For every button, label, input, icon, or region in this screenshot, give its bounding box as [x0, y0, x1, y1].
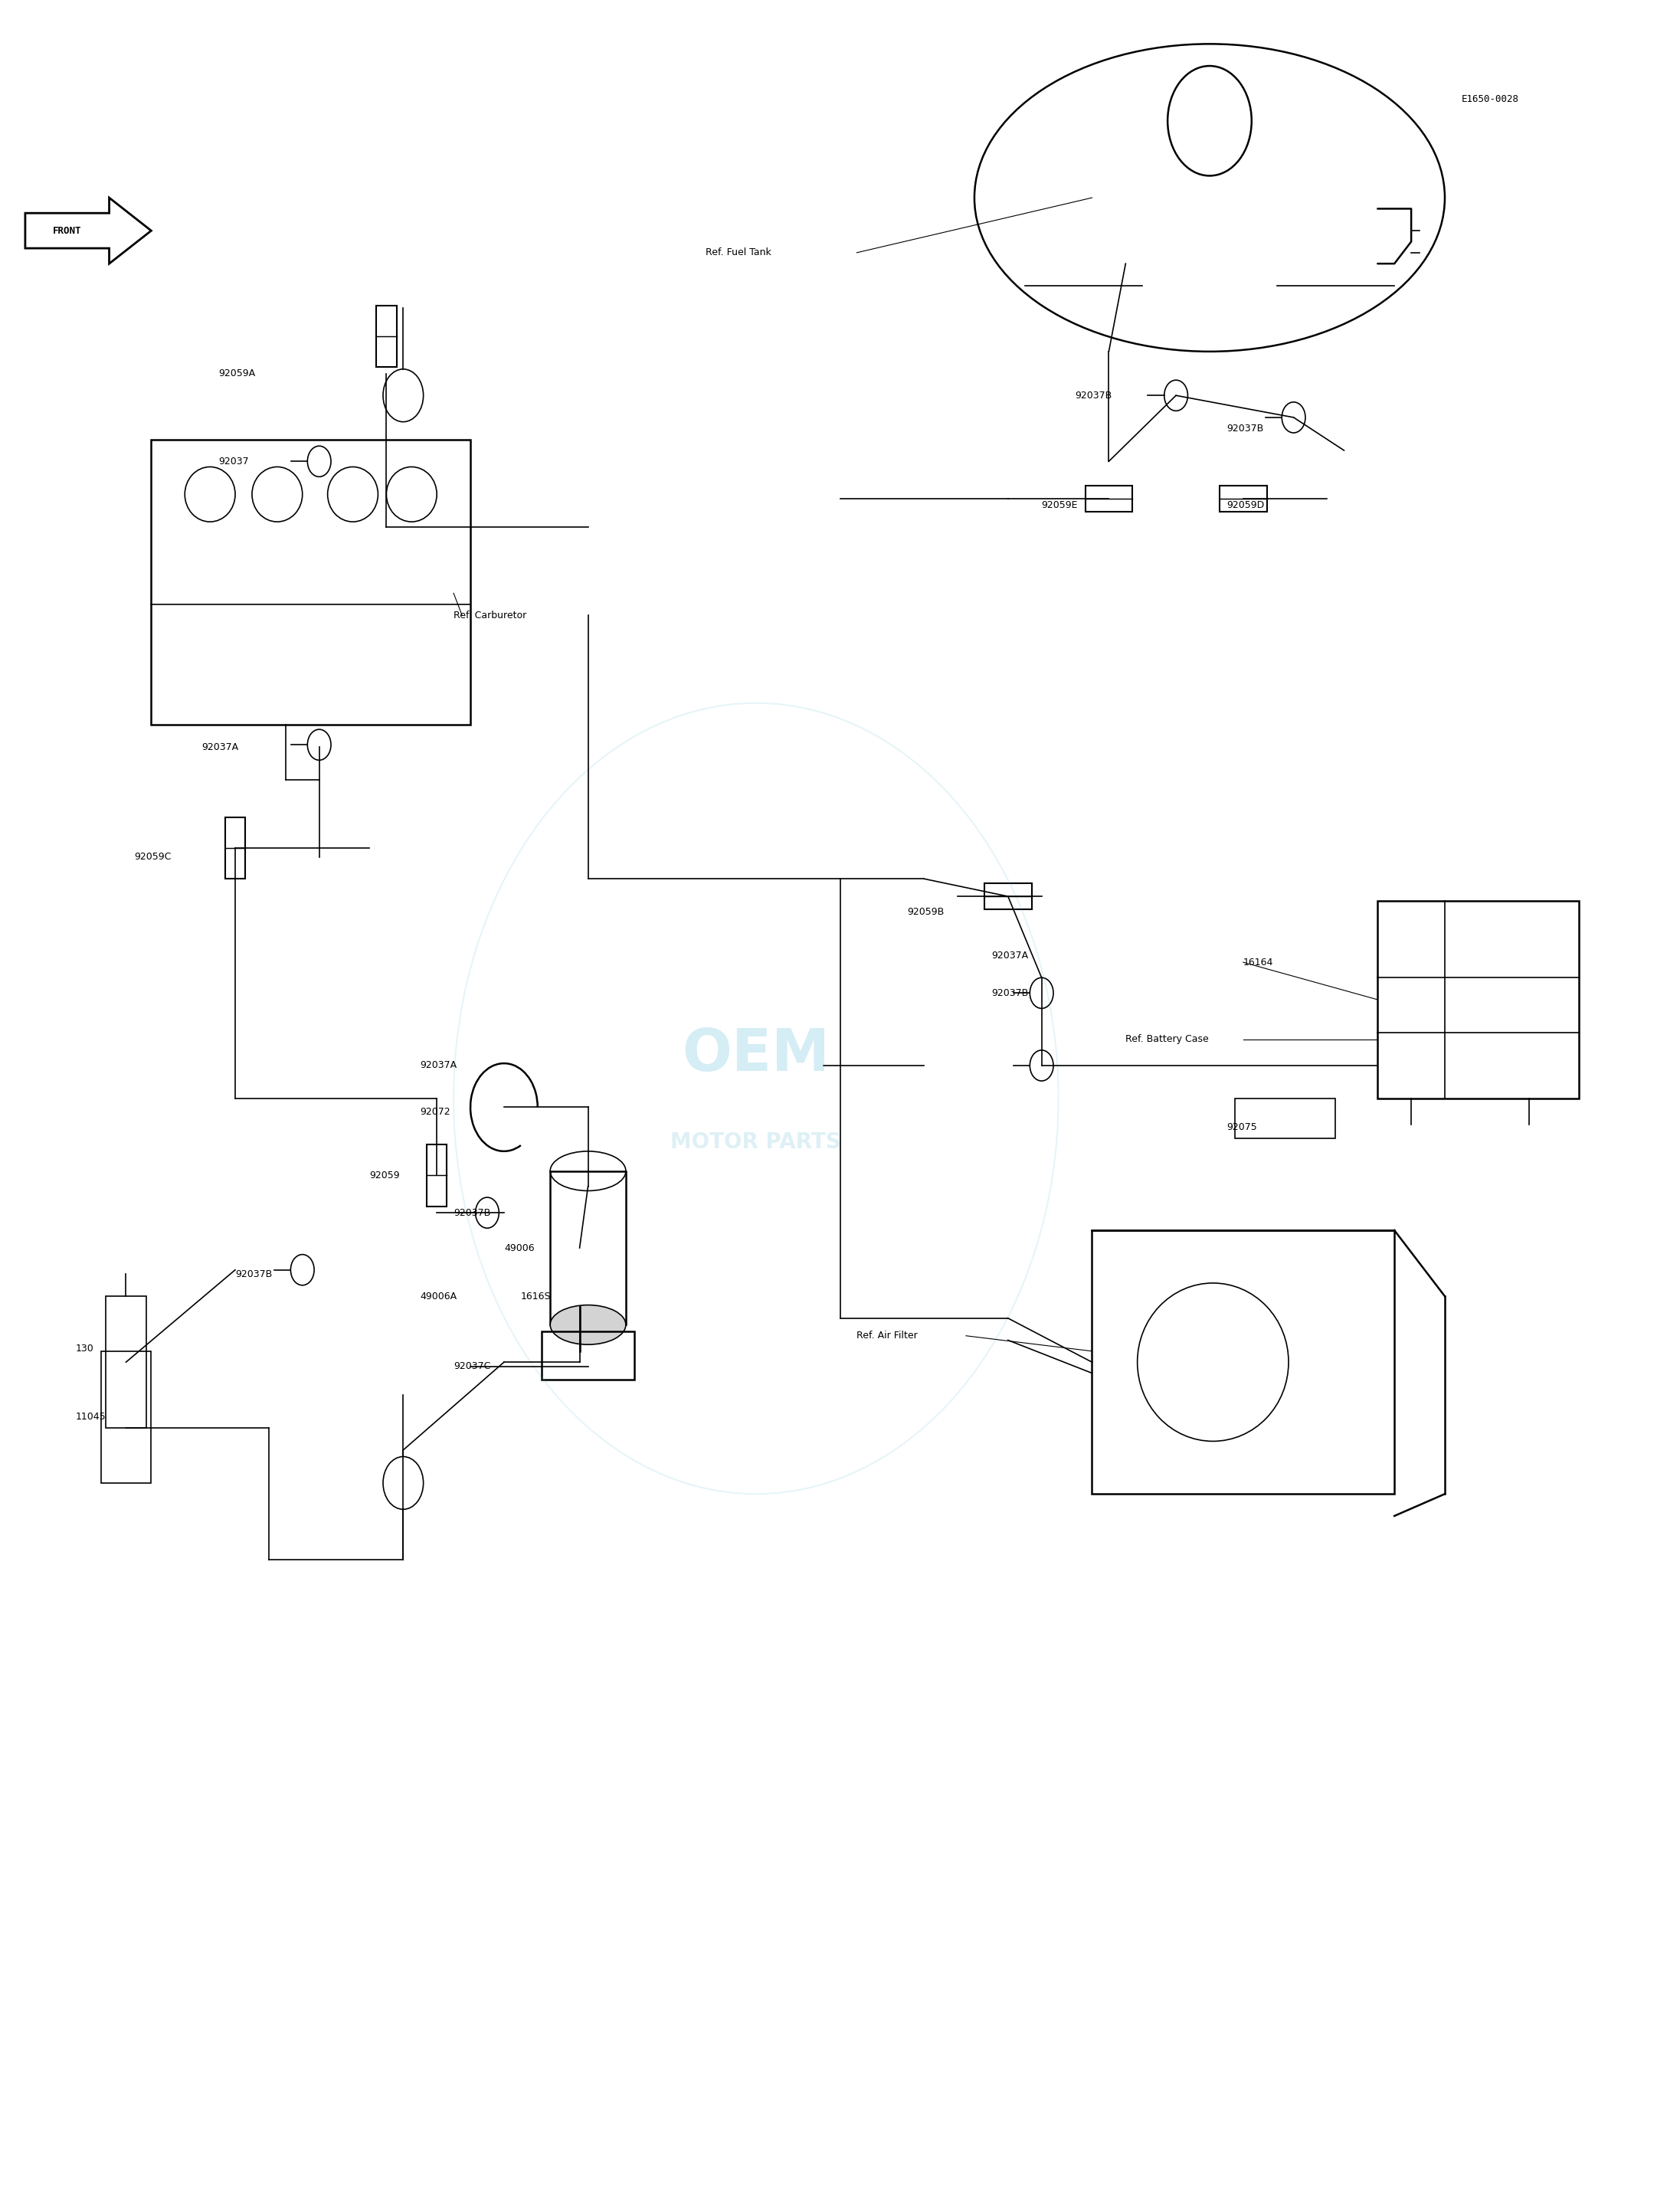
Text: 92037C: 92037C	[454, 1362, 491, 1371]
Text: MOTOR PARTS: MOTOR PARTS	[670, 1131, 842, 1153]
Text: 1616S: 1616S	[521, 1292, 551, 1301]
Text: 92059D: 92059D	[1226, 501, 1263, 510]
Text: 92059A: 92059A	[218, 369, 255, 378]
Text: 92037: 92037	[218, 457, 249, 466]
Text: 11045: 11045	[76, 1413, 106, 1421]
Text: 92037B: 92037B	[1075, 391, 1112, 400]
Text: Ref. Carburetor: Ref. Carburetor	[454, 611, 526, 620]
Text: 92072: 92072	[420, 1107, 450, 1116]
Text: 92075: 92075	[1226, 1123, 1257, 1131]
Bar	[1378, 901, 1579, 1098]
Text: 92037A: 92037A	[991, 951, 1028, 960]
Text: 92037A: 92037A	[420, 1061, 457, 1070]
Bar	[151, 439, 470, 725]
Bar	[549, 1171, 625, 1325]
Bar	[1085, 486, 1132, 512]
Text: FRONT: FRONT	[52, 226, 82, 235]
Text: 92037A: 92037A	[202, 743, 239, 751]
Text: E1650-0028: E1650-0028	[1462, 94, 1519, 103]
Bar	[1220, 486, 1267, 512]
Bar	[541, 1331, 635, 1380]
Bar	[225, 817, 245, 879]
Bar	[427, 1145, 447, 1206]
Bar	[984, 883, 1032, 910]
Text: Ref. Air Filter: Ref. Air Filter	[857, 1331, 917, 1340]
Text: 92037B: 92037B	[454, 1208, 491, 1217]
Bar	[1092, 1230, 1394, 1494]
Text: 16164: 16164	[1243, 958, 1273, 967]
Text: OEM: OEM	[682, 1026, 830, 1083]
Text: 49006: 49006	[504, 1244, 534, 1252]
Text: 92059E: 92059E	[1042, 501, 1079, 510]
Text: 130: 130	[76, 1345, 94, 1353]
Text: 92059C: 92059C	[134, 852, 171, 861]
Bar	[1235, 1098, 1336, 1138]
Ellipse shape	[551, 1305, 625, 1345]
Bar	[101, 1351, 151, 1483]
Text: 49006A: 49006A	[420, 1292, 457, 1301]
Text: 92037B: 92037B	[991, 989, 1028, 997]
Text: 92037B: 92037B	[235, 1270, 272, 1279]
Bar	[106, 1296, 146, 1428]
Text: 92059B: 92059B	[907, 907, 944, 916]
Text: 92037B: 92037B	[1226, 424, 1263, 433]
Bar	[376, 305, 396, 367]
Text: Ref. Fuel Tank: Ref. Fuel Tank	[706, 248, 771, 257]
Text: 92059: 92059	[370, 1171, 400, 1180]
Text: Ref. Battery Case: Ref. Battery Case	[1126, 1035, 1210, 1044]
